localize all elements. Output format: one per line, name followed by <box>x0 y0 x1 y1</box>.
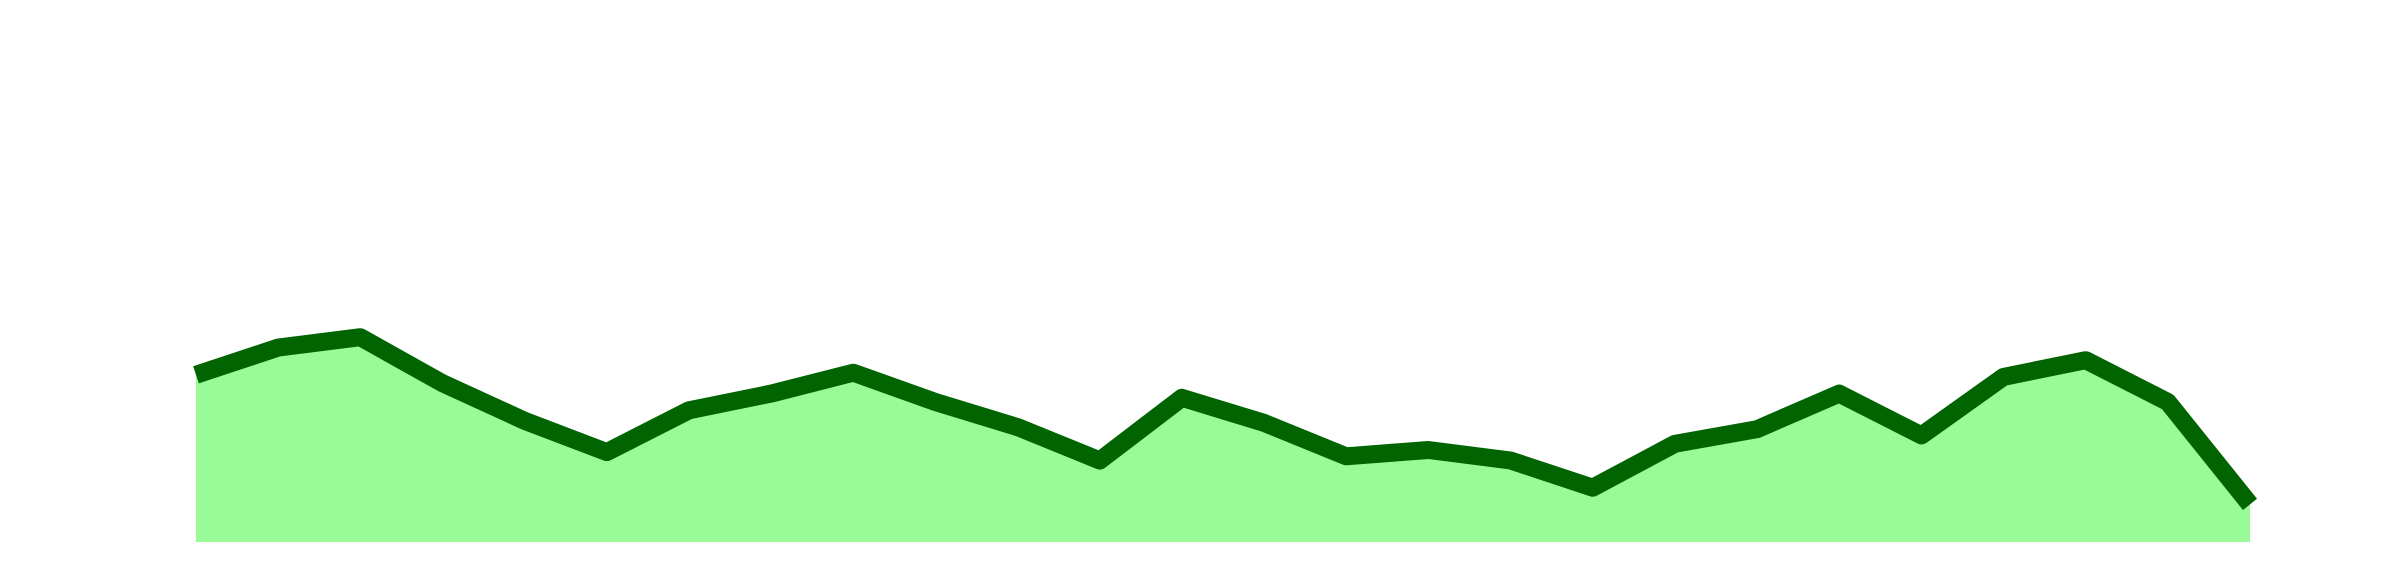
line-series <box>193 328 2258 511</box>
series-line <box>193 328 2258 511</box>
area-series <box>196 337 2250 542</box>
area-fill <box>196 337 2250 542</box>
